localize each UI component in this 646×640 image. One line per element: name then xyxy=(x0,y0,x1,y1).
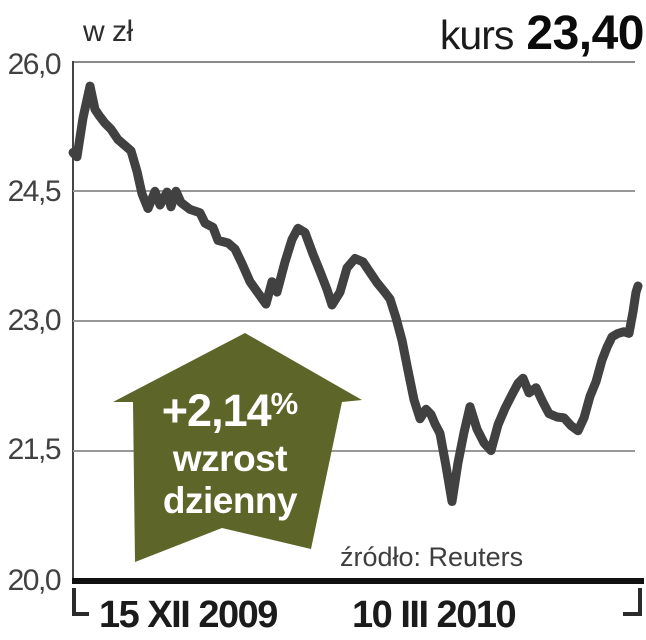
percent-sign: % xyxy=(270,386,299,421)
y-tick-21-5: 21,5 xyxy=(7,433,62,466)
plot-top-border xyxy=(73,61,635,63)
price-label: kurs xyxy=(439,12,514,58)
y-tick-26: 26,0 xyxy=(7,48,62,81)
gridline-24-5 xyxy=(73,190,635,192)
x-axis-line xyxy=(72,578,644,584)
y-tick-24-5: 24,5 xyxy=(7,175,62,208)
x-axis-right-bracket-foot xyxy=(623,612,642,616)
x-tick-start-date: 15 XII 2009 xyxy=(99,594,278,636)
source-credit: źródło: Reuters xyxy=(340,542,524,572)
x-axis-right-bracket xyxy=(638,588,642,616)
current-price: kurs 23,40 xyxy=(439,6,645,61)
annotation-line1: wzrost xyxy=(172,438,288,479)
x-axis-left-bracket-foot xyxy=(72,612,89,616)
increase-arrow-icon xyxy=(113,333,362,562)
gridline-21-5 xyxy=(73,450,635,452)
y-tick-23: 23,0 xyxy=(7,304,62,337)
annotation-line2: dzienny xyxy=(162,480,298,521)
daily-change-value: +2,14% xyxy=(161,385,299,436)
price-line-series xyxy=(68,81,643,506)
x-tick-end-date: 10 III 2010 xyxy=(352,594,517,636)
gridline-23 xyxy=(73,320,635,322)
x-axis-left-bracket xyxy=(72,588,76,616)
axis-unit-label: w zł xyxy=(83,15,133,48)
price-value: 23,40 xyxy=(526,7,644,60)
y-tick-20: 20,0 xyxy=(7,564,62,597)
